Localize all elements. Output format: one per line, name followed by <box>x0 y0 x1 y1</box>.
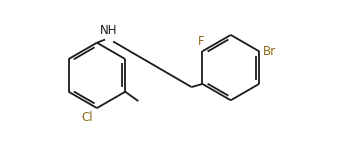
Text: Cl: Cl <box>82 111 93 124</box>
Text: NH: NH <box>100 24 118 37</box>
Text: F: F <box>197 35 204 48</box>
Text: Br: Br <box>263 45 276 58</box>
